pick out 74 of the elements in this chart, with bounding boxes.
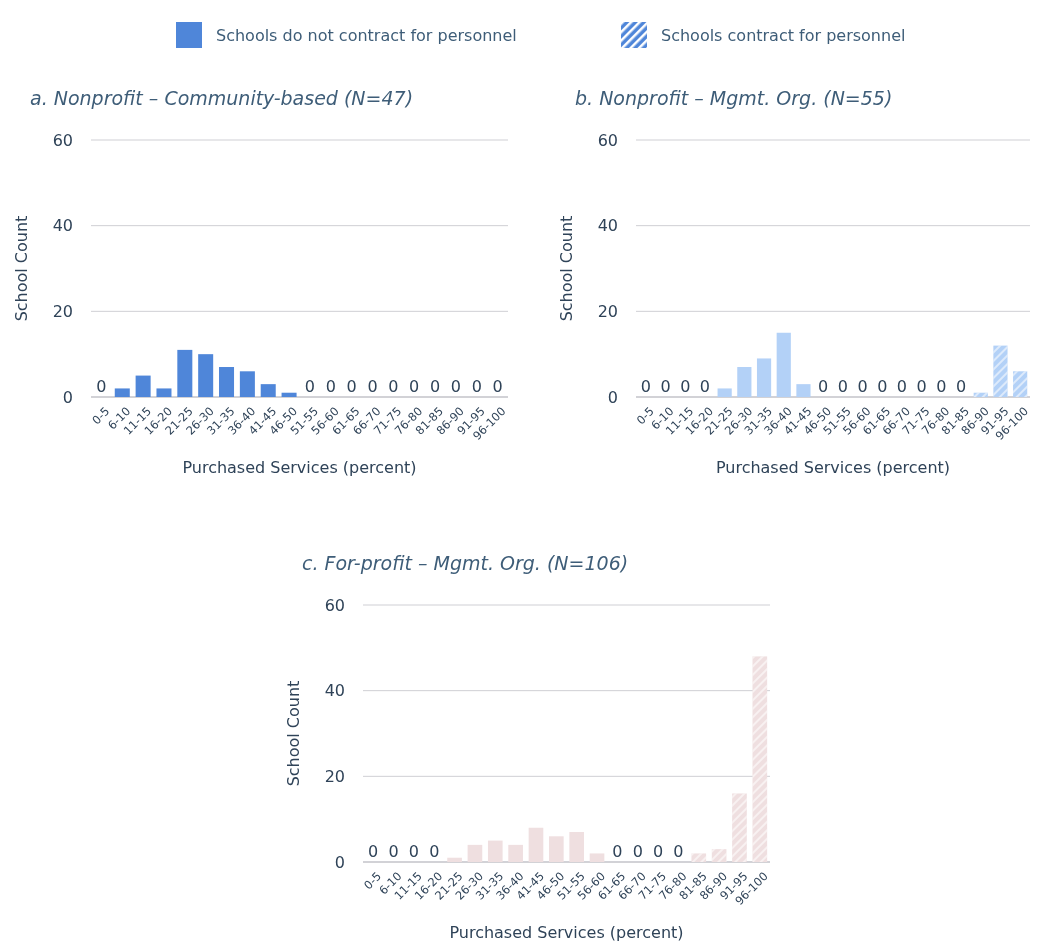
y-axis-title: School Count <box>557 215 576 322</box>
bar <box>135 375 151 397</box>
data-label: 0 <box>367 377 378 396</box>
y-axis-title: School Count <box>284 680 303 787</box>
y-tick-label: 20 <box>597 301 618 321</box>
data-label: 0 <box>96 377 107 396</box>
bar <box>447 857 462 862</box>
data-label: 0 <box>368 842 379 861</box>
bar <box>156 388 172 397</box>
bar <box>776 332 791 397</box>
y-tick-label: 40 <box>324 681 345 701</box>
bar <box>589 853 605 862</box>
bar <box>717 388 732 397</box>
bar <box>487 840 503 862</box>
bar <box>239 371 255 397</box>
data-label: 0 <box>857 377 868 396</box>
data-label: 0 <box>429 377 441 396</box>
bar <box>756 358 772 397</box>
data-label: 0 <box>916 377 927 396</box>
y-tick-label: 0 <box>607 387 618 407</box>
y-tick-label: 0 <box>62 387 73 407</box>
legend-label: Schools do not contract for personnel <box>216 25 517 45</box>
bar <box>219 367 235 397</box>
data-label: 0 <box>955 377 967 396</box>
chart-title: b. Nonprofit – Mgmt. Org. (N=55) <box>575 87 893 109</box>
bar <box>508 844 523 862</box>
bar <box>260 384 276 397</box>
bar <box>281 392 297 397</box>
data-label: 0 <box>837 377 848 396</box>
y-tick-label: 60 <box>324 595 345 615</box>
chart-title: c. For-profit – Mgmt. Org. (N=106) <box>302 552 629 574</box>
data-label: 0 <box>429 842 440 861</box>
bar <box>549 836 564 862</box>
data-label: 0 <box>304 377 316 396</box>
x-axis-title: Purchased Services (percent) <box>715 458 951 477</box>
bar <box>737 367 752 397</box>
data-label: 0 <box>680 377 691 396</box>
data-label: 0 <box>388 377 399 396</box>
chart-title: a. Nonprofit – Community-based (N=47) <box>30 87 414 109</box>
data-label: 0 <box>660 377 671 396</box>
data-label: 0 <box>388 842 399 861</box>
x-axis-title: Purchased Services (percent) <box>182 458 417 477</box>
y-tick-label: 20 <box>324 766 345 786</box>
data-label: 0 <box>346 377 357 396</box>
data-label: 0 <box>408 842 419 861</box>
y-tick-label: 0 <box>334 852 345 872</box>
data-label: 0 <box>652 842 664 861</box>
bar <box>198 354 214 397</box>
data-label: 0 <box>896 377 908 396</box>
data-label: 0 <box>632 842 643 861</box>
y-tick-label: 40 <box>597 216 618 236</box>
bar <box>114 388 130 397</box>
bar <box>467 844 483 862</box>
data-label: 0 <box>673 842 684 861</box>
data-label: 0 <box>409 377 420 396</box>
legend-label: Schools contract for personnel <box>661 25 906 45</box>
y-tick-label: 20 <box>52 301 73 321</box>
data-label: 0 <box>640 377 651 396</box>
bar <box>796 384 811 397</box>
y-axis-title: School Count <box>12 215 31 322</box>
data-label: 0 <box>877 377 888 396</box>
data-label: 0 <box>936 377 947 396</box>
bar <box>177 349 193 397</box>
bar <box>528 827 544 862</box>
y-tick-label: 60 <box>597 130 618 150</box>
y-tick-label: 40 <box>52 216 73 236</box>
data-label: 0 <box>818 377 829 396</box>
data-label: 0 <box>699 377 711 396</box>
y-tick-label: 60 <box>52 130 73 150</box>
bar <box>569 832 584 862</box>
data-label: 0 <box>471 377 482 396</box>
x-axis-title: Purchased Services (percent) <box>449 923 684 942</box>
data-label: 0 <box>450 377 461 396</box>
data-label: 0 <box>492 377 503 396</box>
